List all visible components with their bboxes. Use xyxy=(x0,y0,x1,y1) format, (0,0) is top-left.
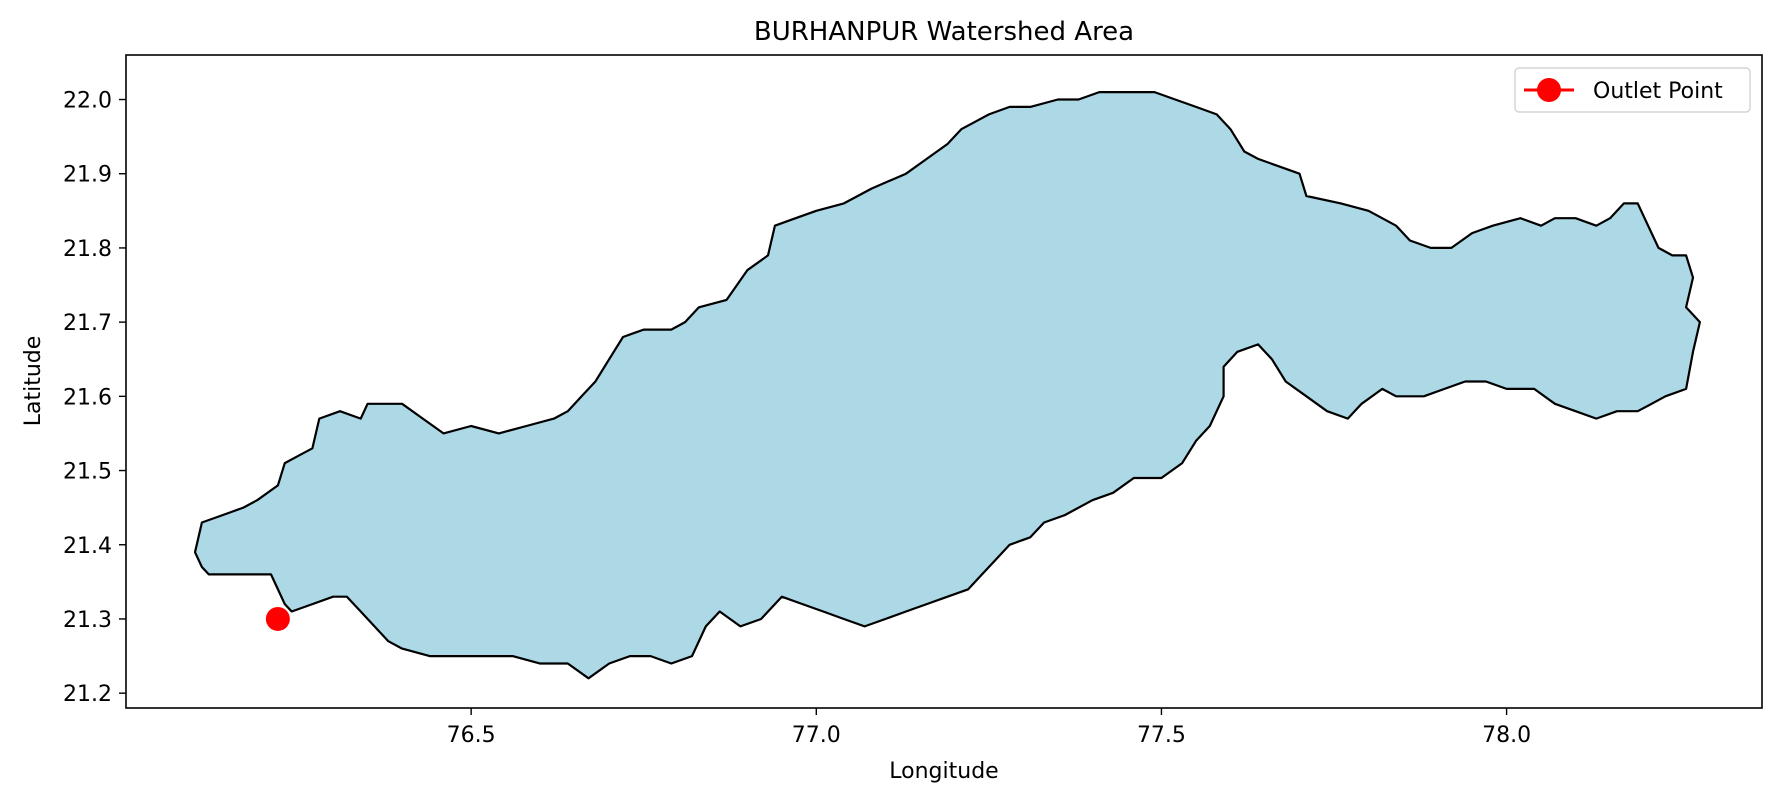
outlet-point-marker xyxy=(265,606,290,631)
y-tick-label: 21.9 xyxy=(63,163,112,188)
y-tick-label: 21.8 xyxy=(63,237,112,262)
y-tick-label: 21.2 xyxy=(63,682,112,707)
y-tick-label: 21.6 xyxy=(63,385,112,410)
x-axis-ticks: 76.5 77.0 77.5 78.0 xyxy=(447,708,1531,748)
legend-label-outlet-point: Outlet Point xyxy=(1593,79,1723,104)
y-tick-label: 22.0 xyxy=(63,89,112,114)
axes-frame xyxy=(125,54,1763,709)
legend-box xyxy=(1514,67,1751,113)
watershed-polygon xyxy=(193,91,1701,680)
y-tick-label: 21.4 xyxy=(63,534,112,559)
y-axis-label: Latitude xyxy=(21,336,46,427)
x-tick-label: 76.5 xyxy=(447,723,496,748)
plot-area xyxy=(193,91,1701,680)
x-axis-label: Longitude xyxy=(889,759,998,784)
y-axis-ticks: 21.2 21.3 21.4 21.5 21.6 21.7 21.8 21.9 22.0 xyxy=(63,89,126,707)
chart-title: BURHANPUR Watershed Area xyxy=(754,17,1134,47)
y-tick-label: 21.5 xyxy=(63,460,112,485)
x-tick-label: 77.5 xyxy=(1137,723,1186,748)
x-tick-label: 77.0 xyxy=(792,723,841,748)
legend-outlet-marker xyxy=(1537,78,1561,102)
y-tick-label: 21.7 xyxy=(63,311,112,336)
legend: Outlet Point xyxy=(1514,67,1751,113)
x-tick-label: 78.0 xyxy=(1482,723,1531,748)
y-tick-label: 21.3 xyxy=(63,608,112,633)
